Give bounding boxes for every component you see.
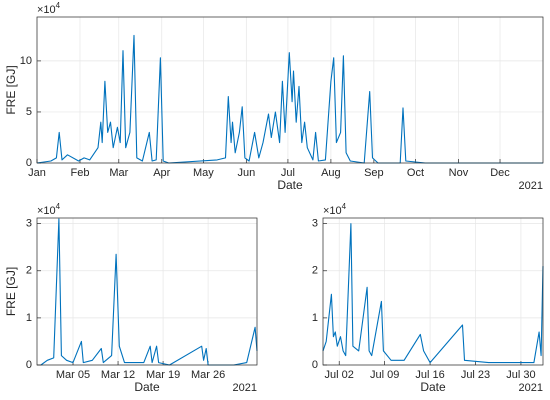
x-tick-label: Apr xyxy=(153,167,170,179)
y-tick-label: 0 xyxy=(26,157,32,169)
data-line xyxy=(40,218,258,366)
x-tick-label: May xyxy=(193,167,214,179)
y-scale-exponent: 4 xyxy=(56,202,61,211)
y-axis-label: FRE [GJ] xyxy=(4,267,18,316)
x-tick-label: Jul 30 xyxy=(506,369,535,381)
y-tick-label: 3 xyxy=(312,218,318,230)
x-tick-label: Oct xyxy=(407,167,424,179)
x-tick-label: Jul 02 xyxy=(325,369,354,381)
x-tick-label: Jul 23 xyxy=(461,369,490,381)
year-label: 2021 xyxy=(519,180,543,192)
year-label: 2021 xyxy=(519,382,543,394)
y-tick-label: 0 xyxy=(26,359,32,371)
y-tick-label: 3 xyxy=(26,218,32,230)
x-tick-label: Jul 16 xyxy=(415,369,444,381)
plot-area xyxy=(37,218,257,365)
x-tick-label: Mar 12 xyxy=(101,369,135,381)
x-tick-label: Jun xyxy=(237,167,255,179)
x-tick-label: Feb xyxy=(70,167,89,179)
y-scale-exponent: 4 xyxy=(342,202,347,211)
x-tick-label: Dec xyxy=(490,167,510,179)
axes-box xyxy=(36,16,544,164)
x-tick-label: Jan xyxy=(28,167,46,179)
x-tick-label: Jul xyxy=(281,167,295,179)
x-tick-label: Sep xyxy=(364,167,384,179)
year-label: 2021 xyxy=(233,382,257,394)
plot-area xyxy=(323,218,543,365)
y-tick-label: 5 xyxy=(26,106,32,118)
x-tick-label: Aug xyxy=(321,167,341,179)
y-scale-label: ×104 xyxy=(323,202,347,217)
y-tick-label: 10 xyxy=(20,55,32,67)
y-axis-label: FRE [GJ] xyxy=(4,65,18,114)
y-tick-label: 0 xyxy=(312,359,318,371)
y-scale-base: ×10 xyxy=(37,205,56,217)
y-scale-exponent: 4 xyxy=(56,1,61,10)
x-tick-label: Mar 19 xyxy=(146,369,180,381)
axes-box xyxy=(322,217,544,366)
axes-box xyxy=(36,217,258,366)
x-tick-label: Mar xyxy=(109,167,128,179)
y-scale-base: ×10 xyxy=(323,205,342,217)
x-tick-label: Mar 05 xyxy=(56,369,90,381)
y-scale-base: ×10 xyxy=(37,4,56,16)
y-tick-label: 2 xyxy=(312,265,318,277)
data-line xyxy=(322,223,544,364)
y-scale-label: ×104 xyxy=(37,1,61,16)
x-tick-label: Mar 26 xyxy=(191,369,225,381)
x-axis-label: Date xyxy=(134,380,160,394)
data-line xyxy=(36,34,543,164)
y-scale-label: ×104 xyxy=(37,202,61,217)
x-tick-label: Jul 09 xyxy=(370,369,399,381)
x-tick-label: Nov xyxy=(449,167,469,179)
y-tick-label: 1 xyxy=(312,312,318,324)
y-tick-label: 1 xyxy=(26,312,32,324)
y-tick-label: 2 xyxy=(26,265,32,277)
x-axis-label: Date xyxy=(420,380,446,394)
x-axis-label: Date xyxy=(277,178,303,192)
